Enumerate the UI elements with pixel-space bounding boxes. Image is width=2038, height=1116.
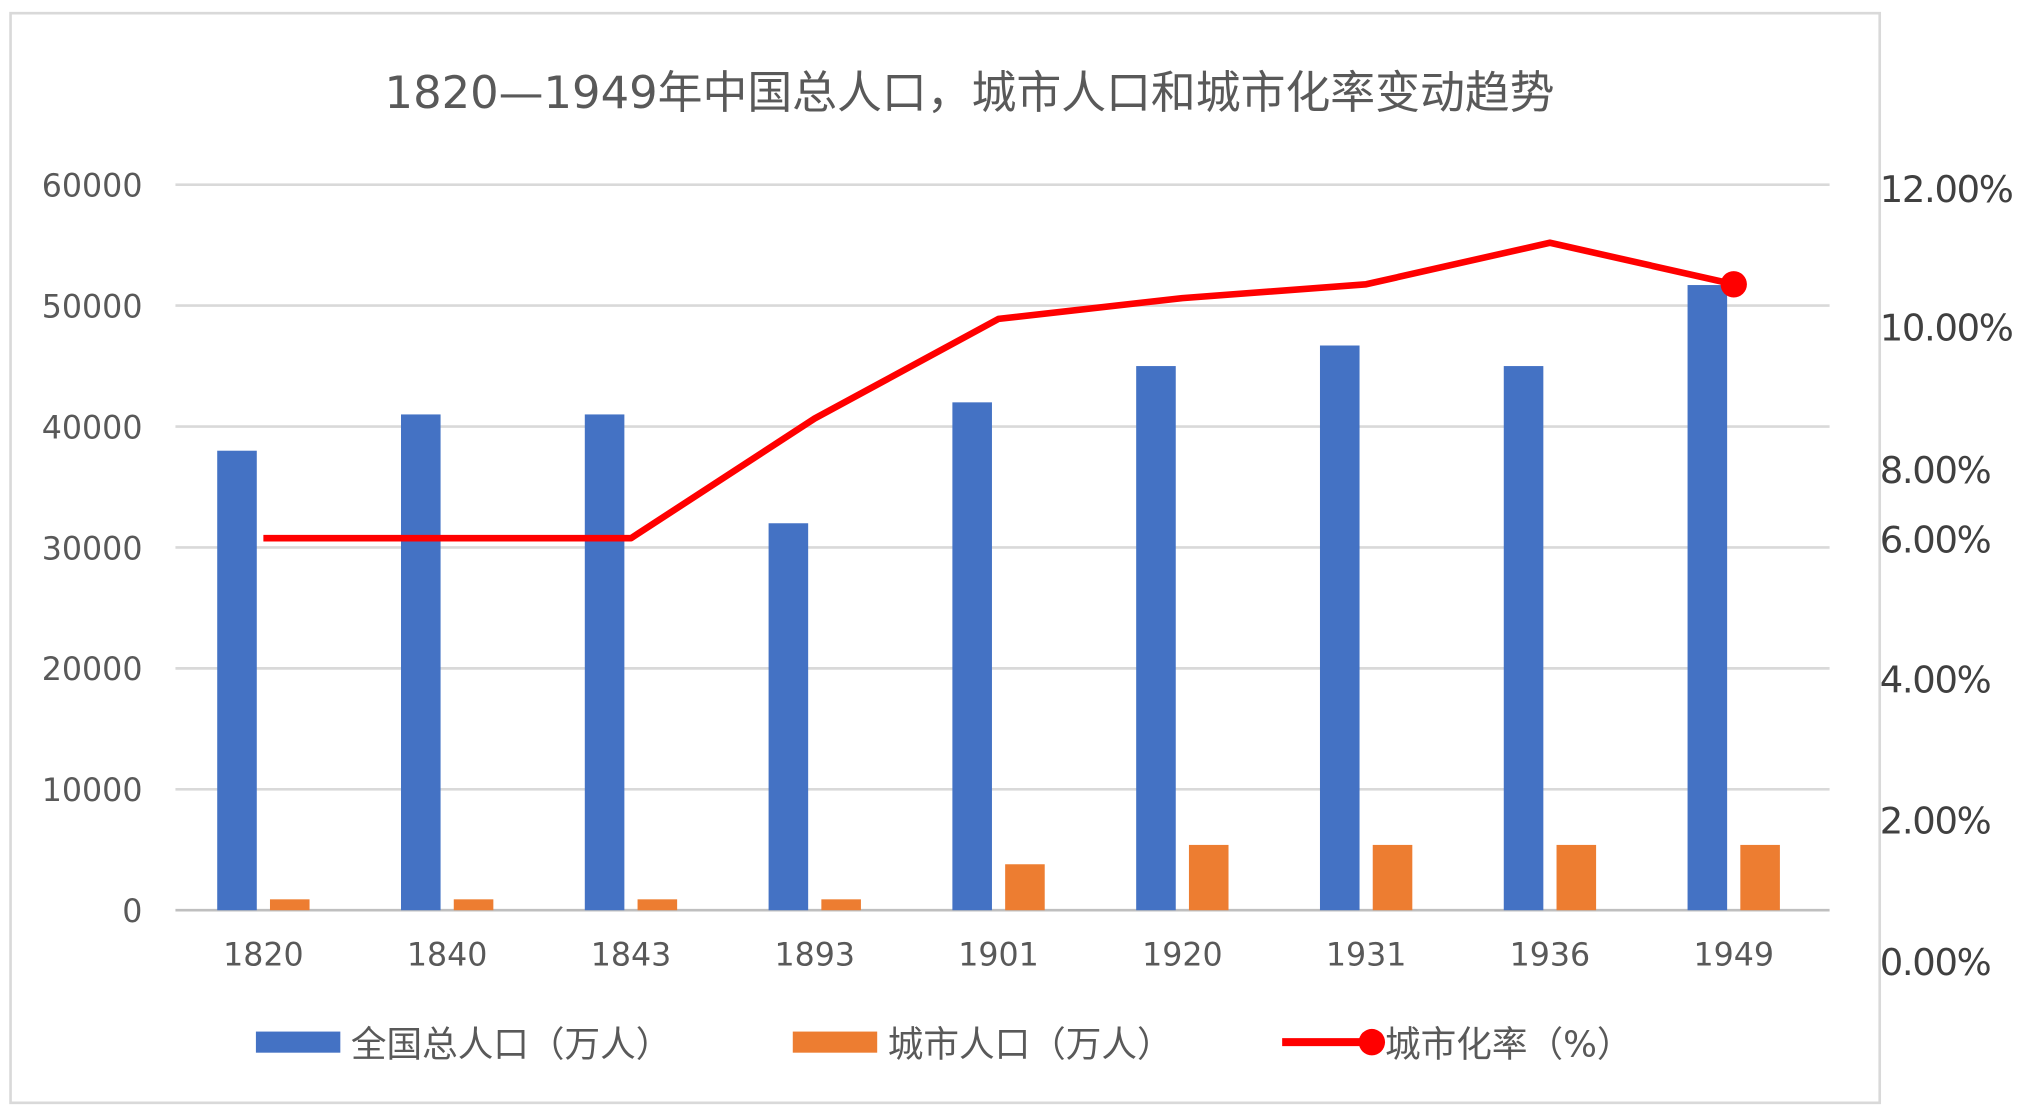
right-tick-label: 8.00% [1880, 449, 1991, 492]
bar-total-population [217, 450, 257, 911]
left-tick-label: 10000 [42, 773, 143, 809]
x-tick-label: 1893 [774, 938, 855, 974]
x-tick-label: 1840 [407, 938, 488, 974]
bar-urban-population [1372, 844, 1413, 911]
right-tick-label: 0.00% [1880, 941, 1991, 984]
x-tick-label: 1949 [1693, 938, 1774, 974]
right-tick-label: 2.00% [1880, 800, 1991, 843]
bar-total-population [401, 414, 441, 911]
right-tick-label: 4.00% [1880, 659, 1991, 702]
urbanization-rate-point [1720, 271, 1747, 298]
bar-urban-population [453, 899, 494, 911]
x-tick-label: 1820 [223, 938, 304, 974]
bar-total-population [952, 402, 992, 911]
bar-urban-population [637, 899, 678, 911]
right-tick-label: 6.00% [1880, 519, 1991, 562]
bar-total-population [768, 523, 809, 911]
bar-urban-population [1005, 864, 1045, 911]
legend-swatch-total-population [255, 1031, 341, 1053]
bar-urban-population [821, 899, 861, 911]
left-tick-label: 60000 [42, 169, 143, 205]
x-tick-label: 1936 [1510, 938, 1591, 974]
left-tick-label: 50000 [42, 289, 143, 325]
left-tick-label: 30000 [42, 531, 143, 567]
legend-swatch-urban-population [792, 1031, 878, 1053]
legend-marker-urbanization-rate [1358, 1028, 1386, 1056]
left-tick-label: 40000 [42, 410, 143, 446]
bar-total-population [584, 414, 625, 911]
bar-total-population [1503, 366, 1544, 911]
legend-label-urban-population: 城市人口（万人） [888, 1025, 1173, 1066]
right-tick-label: 12.00% [1880, 168, 2013, 211]
chart-title: 1820—1949年中国总人口，城市人口和城市化率变动趋势 [385, 66, 1555, 119]
bar-total-population [1136, 366, 1176, 911]
x-tick-label: 1920 [1142, 938, 1223, 974]
x-tick-label: 1843 [591, 938, 672, 974]
x-tick-label: 1931 [1326, 938, 1407, 974]
bar-urban-population [1188, 844, 1229, 911]
chart-border [9, 11, 1882, 1105]
bar-total-population [1687, 285, 1728, 911]
right-tick-label: 10.00% [1880, 306, 2013, 349]
bar-urban-population [1740, 844, 1780, 911]
left-tick-label: 0 [122, 894, 142, 930]
x-tick-label: 1901 [958, 938, 1039, 974]
bar-urban-population [269, 899, 310, 911]
legend-label-urbanization-rate: 城市化率（%） [1385, 1025, 1632, 1066]
left-tick-label: 20000 [42, 652, 143, 688]
legend-label-total-population: 全国总人口（万人） [351, 1025, 671, 1066]
bar-total-population [1319, 345, 1360, 911]
bar-urban-population [1556, 844, 1597, 911]
urbanization-rate-line [263, 239, 1735, 542]
